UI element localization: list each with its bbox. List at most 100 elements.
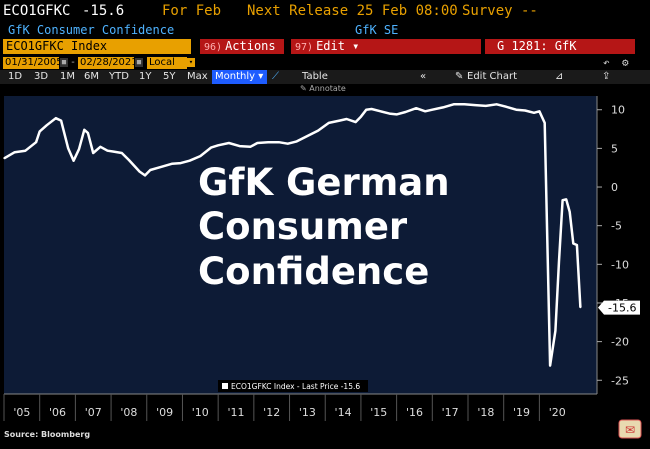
- data-point: [99, 146, 101, 148]
- x-tick-label: '17: [442, 406, 459, 419]
- data-point: [239, 145, 241, 147]
- svg-text:✉: ✉: [625, 423, 635, 437]
- function-title: G 1281: GfK Consumer: [485, 39, 635, 68]
- share-icon[interactable]: ⇪: [602, 71, 611, 82]
- data-point: [380, 110, 382, 112]
- data-point: [35, 141, 37, 143]
- data-point: [317, 130, 319, 132]
- data-point: [287, 143, 289, 145]
- legend-swatch: [222, 383, 228, 389]
- data-point: [524, 109, 526, 112]
- period-ytd-button[interactable]: YTD: [109, 71, 129, 82]
- x-tick-label: '20: [549, 406, 566, 419]
- x-tick-label: '19: [513, 406, 530, 419]
- x-tick-label: '13: [299, 406, 316, 419]
- x-tick-label: '11: [227, 406, 244, 419]
- period-1y-button[interactable]: 1Y: [139, 71, 152, 82]
- x-tick-label: '14: [335, 406, 352, 419]
- series-group: [3, 103, 582, 367]
- ticker-symbol[interactable]: ECO1GFKC: [3, 3, 71, 19]
- period-5y-button[interactable]: 5Y: [163, 71, 176, 82]
- data-point: [160, 166, 162, 168]
- data-point: [442, 106, 444, 108]
- next-release-label: Next Release 25 Feb 08:00: [247, 3, 458, 19]
- period-3d-button[interactable]: 3D: [34, 71, 49, 82]
- chart-type-icon[interactable]: ⊿: [555, 71, 564, 82]
- data-point: [533, 112, 535, 114]
- index-name-field[interactable]: ECO1GFKC Index: [3, 39, 191, 54]
- period-1m-button[interactable]: 1M: [60, 71, 75, 82]
- description-bar: GfK Consumer Confidence GfK SE: [0, 22, 650, 38]
- start-date-field[interactable]: 01/31/2005: [3, 57, 63, 69]
- x-tick-label: '12: [263, 406, 280, 419]
- edit-chart-icon[interactable]: ✎: [455, 71, 464, 82]
- annotate-button[interactable]: ✎ Annotate: [300, 84, 346, 93]
- period-6m-button[interactable]: 6M: [84, 71, 99, 82]
- period-selector-bar: 1D 3D 1M 6M YTD 1Y 5Y Max Monthly ▾ ⟋ Ta…: [0, 70, 650, 84]
- table-button[interactable]: Table: [302, 71, 328, 82]
- edit-chart-button[interactable]: Edit Chart: [467, 71, 518, 82]
- x-tick-label: '07: [85, 406, 102, 419]
- data-point: [92, 152, 94, 154]
- data-point: [572, 242, 574, 245]
- last-value: -15.6: [82, 3, 125, 19]
- settings-gear-icon[interactable]: ⚙: [622, 56, 629, 69]
- data-point: [278, 141, 280, 143]
- data-point: [371, 108, 373, 110]
- data-point: [338, 120, 341, 122]
- security-header: ECO1GFKC -15.6 For Feb Next Release 25 F…: [0, 0, 650, 22]
- data-point: [306, 135, 308, 137]
- data-point: [210, 147, 212, 149]
- period-1d-button[interactable]: 1D: [8, 71, 23, 82]
- data-point: [55, 117, 57, 119]
- data-point: [217, 144, 219, 146]
- data-point: [365, 109, 367, 111]
- frequency-select[interactable]: Monthly ▾: [212, 70, 267, 84]
- period-max-button[interactable]: Max: [187, 71, 208, 82]
- start-date-calendar-icon[interactable]: ■: [60, 58, 68, 67]
- mail-icon[interactable]: ✉: [618, 419, 642, 439]
- currency-select[interactable]: Local CCY: [147, 57, 187, 80]
- last-price-badge: [598, 300, 640, 315]
- data-point: [67, 147, 69, 149]
- survey-label: Survey --: [462, 3, 538, 19]
- y-tick-label: 5: [611, 142, 618, 155]
- legend-text: ECO1GFKC Index - Last Price -15.6: [231, 382, 360, 391]
- data-point: [106, 150, 109, 152]
- edit-menu-number: 97): [295, 42, 314, 53]
- data-point: [496, 103, 498, 105]
- data-point: [3, 157, 5, 159]
- end-date-calendar-icon[interactable]: ■: [135, 58, 143, 67]
- y-tick-label: -5: [611, 220, 622, 233]
- data-point: [46, 124, 48, 126]
- data-point: [296, 140, 298, 142]
- data-point: [39, 130, 41, 132]
- edit-menu-button[interactable]: 97) Edit ▾: [291, 39, 481, 54]
- undo-icon[interactable]: ↶: [603, 56, 610, 69]
- legend: ECO1GFKC Index - Last Price -15.6: [218, 380, 368, 392]
- data-point: [189, 160, 191, 162]
- data-point: [112, 150, 114, 153]
- edit-menu-label: Edit ▾: [316, 39, 360, 53]
- data-point: [73, 160, 75, 162]
- data-point: [249, 146, 251, 148]
- source-note: Source: Bloomberg: [4, 430, 90, 439]
- annotate-label: Annotate: [309, 84, 346, 93]
- collapse-arrows-icon[interactable]: «: [420, 71, 427, 82]
- x-tick-label: '06: [49, 406, 66, 419]
- currency-dropdown-icon[interactable]: ▾: [187, 58, 195, 67]
- line-chart-icon[interactable]: ⟋: [272, 71, 279, 82]
- date-range-bar: 01/31/2005 ■ - 02/28/2021 ■ ▾ Local CCY …: [0, 56, 650, 80]
- actions-menu-button[interactable]: 96)Actions ▾: [200, 39, 284, 69]
- data-point: [149, 169, 151, 171]
- last-price-tag: -15.6: [598, 300, 640, 315]
- data-point: [355, 121, 357, 123]
- end-date-field[interactable]: 02/28/2021: [78, 57, 138, 69]
- source-name: GfK SE: [355, 23, 399, 37]
- annotate-bar: ✎ Annotate: [0, 84, 650, 96]
- data-point: [549, 365, 551, 367]
- data-point: [24, 150, 26, 152]
- data-point: [139, 171, 141, 173]
- overlay-title-line-3: Confidence: [198, 250, 429, 293]
